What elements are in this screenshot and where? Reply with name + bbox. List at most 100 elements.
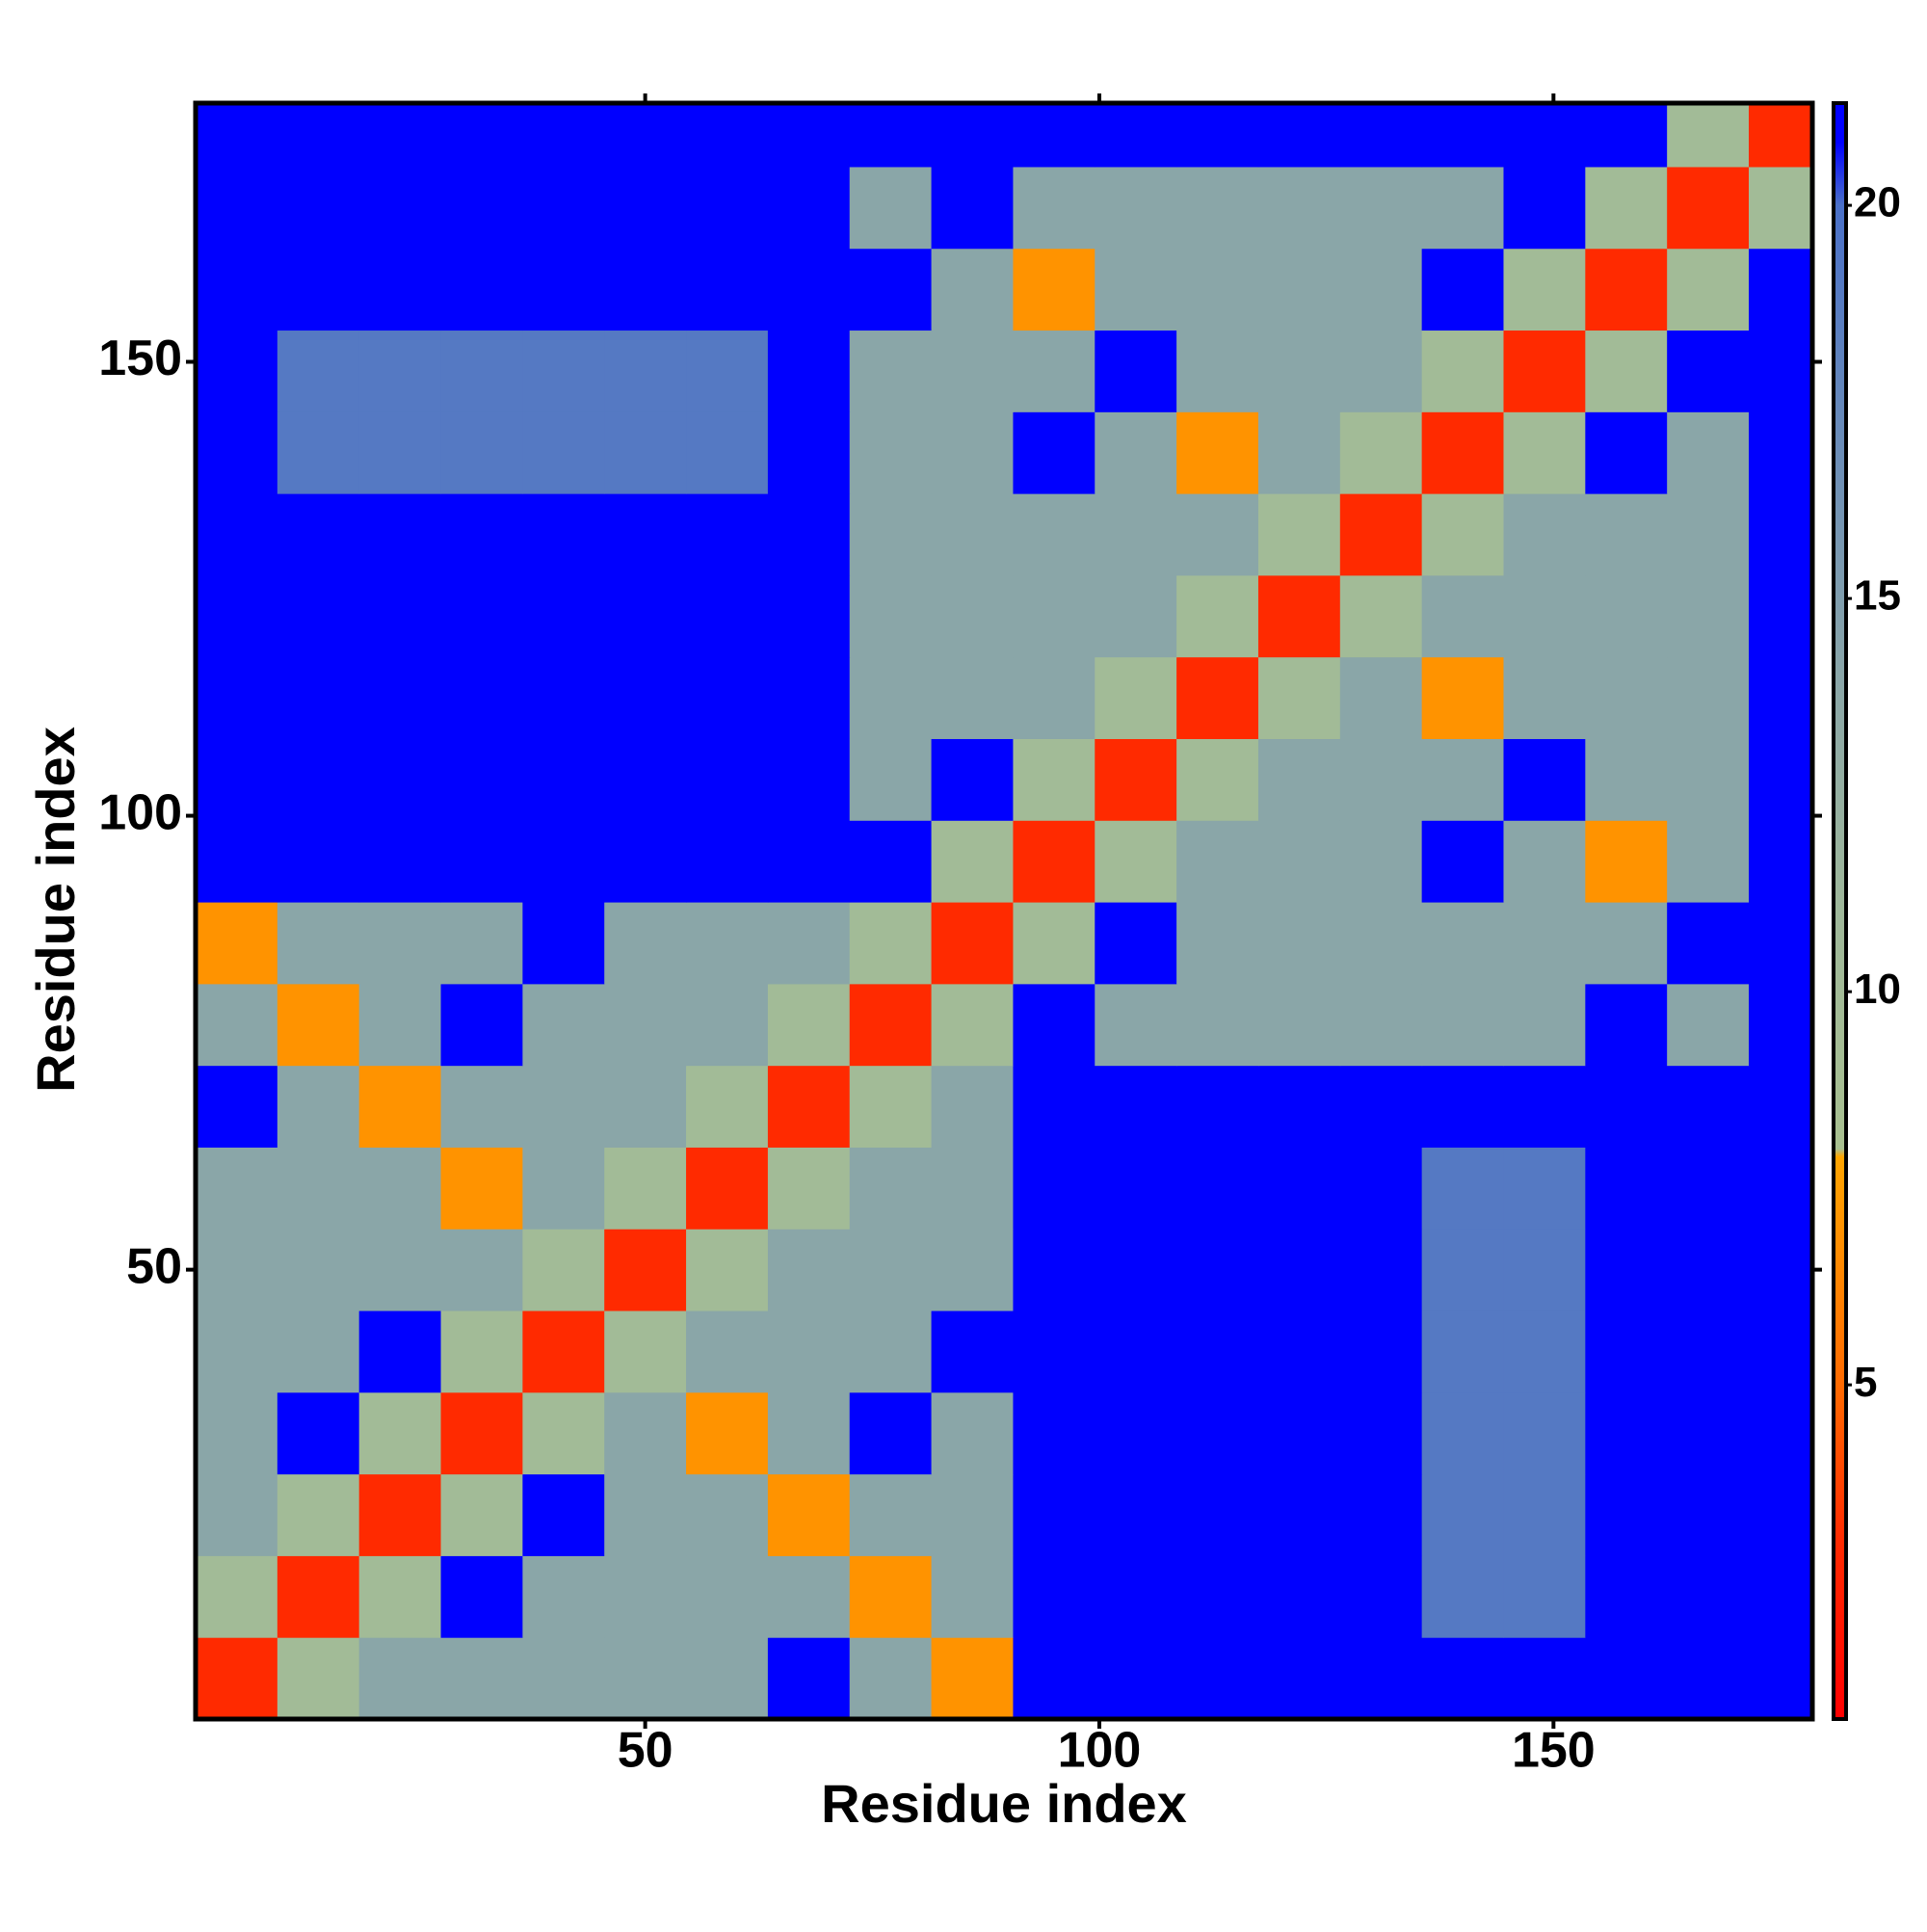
heatmap-cell bbox=[849, 493, 933, 576]
heatmap-cell bbox=[849, 1473, 933, 1556]
heatmap-cell bbox=[1503, 248, 1586, 331]
heatmap-cell bbox=[931, 1473, 1014, 1556]
heatmap-cell bbox=[1176, 1637, 1259, 1720]
heatmap-cell bbox=[686, 983, 769, 1067]
heatmap-cell bbox=[931, 1555, 1014, 1638]
heatmap-cell bbox=[1176, 574, 1259, 658]
heatmap-cell bbox=[1585, 1637, 1668, 1720]
heatmap-cell bbox=[1013, 493, 1095, 576]
heatmap-cell bbox=[1013, 330, 1095, 412]
heatmap-cell bbox=[1013, 1391, 1095, 1475]
heatmap-cell bbox=[1095, 166, 1177, 250]
heatmap-cell bbox=[849, 574, 933, 658]
heatmap-cell bbox=[277, 983, 360, 1067]
heatmap-cell bbox=[1667, 1473, 1750, 1556]
heatmap-cell bbox=[686, 330, 769, 412]
heatmap-cell bbox=[1421, 1555, 1504, 1638]
heatmap-cell bbox=[1013, 1147, 1095, 1230]
heatmap-cell bbox=[767, 1147, 851, 1230]
heatmap-cell bbox=[358, 1473, 442, 1556]
heatmap-cell bbox=[277, 248, 360, 331]
heatmap-cell bbox=[767, 1391, 851, 1475]
heatmap-cell bbox=[1503, 1229, 1586, 1311]
heatmap-cell bbox=[1749, 820, 1813, 903]
heatmap-cell bbox=[522, 1473, 605, 1556]
heatmap-cell bbox=[196, 1229, 278, 1311]
heatmap-cell bbox=[1749, 1147, 1813, 1230]
heatmap-cell bbox=[1421, 248, 1504, 331]
heatmap-cell bbox=[931, 1310, 1014, 1393]
heatmap-cell bbox=[1095, 574, 1177, 658]
heatmap-cell bbox=[196, 1391, 278, 1475]
heatmap-cell bbox=[1585, 248, 1668, 331]
heatmap-cell bbox=[1095, 330, 1177, 412]
heatmap-cell bbox=[277, 1147, 360, 1230]
heatmap-cell bbox=[1176, 493, 1259, 576]
heatmap-cell bbox=[1095, 1473, 1177, 1556]
heatmap-cell bbox=[358, 1229, 442, 1311]
heatmap-cell bbox=[1585, 1147, 1668, 1230]
heatmap-cell bbox=[522, 1229, 605, 1311]
heatmap-cell bbox=[1095, 820, 1177, 903]
heatmap-cell bbox=[686, 493, 769, 576]
heatmap-cell bbox=[196, 411, 278, 494]
heatmap-cell bbox=[686, 166, 769, 250]
heatmap-cell bbox=[1013, 574, 1095, 658]
heatmap-cell bbox=[1339, 1473, 1423, 1556]
heatmap-cell bbox=[1013, 1310, 1095, 1393]
heatmap-cell bbox=[1013, 656, 1095, 739]
heatmap-cell bbox=[1749, 1229, 1813, 1311]
heatmap-cell bbox=[196, 902, 278, 985]
heatmap-cell bbox=[1176, 248, 1259, 331]
heatmap-cell bbox=[1176, 983, 1259, 1067]
heatmap-cell bbox=[1667, 1065, 1750, 1148]
heatmap-cell bbox=[1421, 1147, 1504, 1230]
heatmap-cell bbox=[277, 166, 360, 250]
colorbar-tick-label: 5 bbox=[1854, 1359, 1877, 1406]
heatmap-cell bbox=[358, 493, 442, 576]
heatmap-cell bbox=[849, 983, 933, 1067]
heatmap-cell bbox=[767, 1637, 851, 1720]
heatmap-cell bbox=[440, 983, 523, 1067]
heatmap-cell bbox=[1339, 574, 1423, 658]
heatmap-cell bbox=[849, 1637, 933, 1720]
heatmap-cell bbox=[522, 248, 605, 331]
heatmap-cell bbox=[1339, 1637, 1423, 1720]
heatmap-cell bbox=[196, 983, 278, 1067]
heatmap-cell bbox=[1176, 1391, 1259, 1475]
heatmap-cell bbox=[1013, 1229, 1095, 1311]
heatmap-cell bbox=[522, 1637, 605, 1720]
heatmap-cell bbox=[196, 493, 278, 576]
heatmap-cell bbox=[1421, 1473, 1504, 1556]
heatmap-cell bbox=[1667, 330, 1750, 412]
heatmap-cell bbox=[849, 1229, 933, 1311]
heatmap-cell bbox=[196, 330, 278, 412]
heatmap-cell bbox=[522, 1310, 605, 1393]
heatmap-cell bbox=[1667, 983, 1750, 1067]
heatmap-cell bbox=[1421, 411, 1504, 494]
heatmap-cell bbox=[358, 1391, 442, 1475]
heatmap-cell bbox=[440, 1229, 523, 1311]
heatmap-cell bbox=[1176, 1065, 1259, 1148]
heatmap-cell bbox=[1585, 103, 1668, 168]
heatmap-cell bbox=[440, 1065, 523, 1148]
heatmap-cell bbox=[1095, 738, 1177, 821]
heatmap-cell bbox=[931, 1147, 1014, 1230]
heatmap-cell bbox=[849, 330, 933, 412]
heatmap-cell bbox=[522, 166, 605, 250]
heatmap-cell bbox=[1585, 1065, 1668, 1148]
heatmap-cell bbox=[358, 1555, 442, 1638]
heatmap-cell bbox=[1749, 902, 1813, 985]
heatmap-cell bbox=[686, 1473, 769, 1556]
heatmap-cell bbox=[767, 103, 851, 168]
heatmap-cell bbox=[1257, 330, 1341, 412]
heatmap-cell bbox=[931, 1391, 1014, 1475]
heatmap-cell bbox=[522, 411, 605, 494]
heatmap-cell bbox=[358, 411, 442, 494]
heatmap-cell bbox=[522, 983, 605, 1067]
heatmap-cell bbox=[1257, 411, 1341, 494]
heatmap-cell bbox=[1503, 166, 1586, 250]
heatmap-cell bbox=[196, 248, 278, 331]
heatmap-cell bbox=[1013, 902, 1095, 985]
